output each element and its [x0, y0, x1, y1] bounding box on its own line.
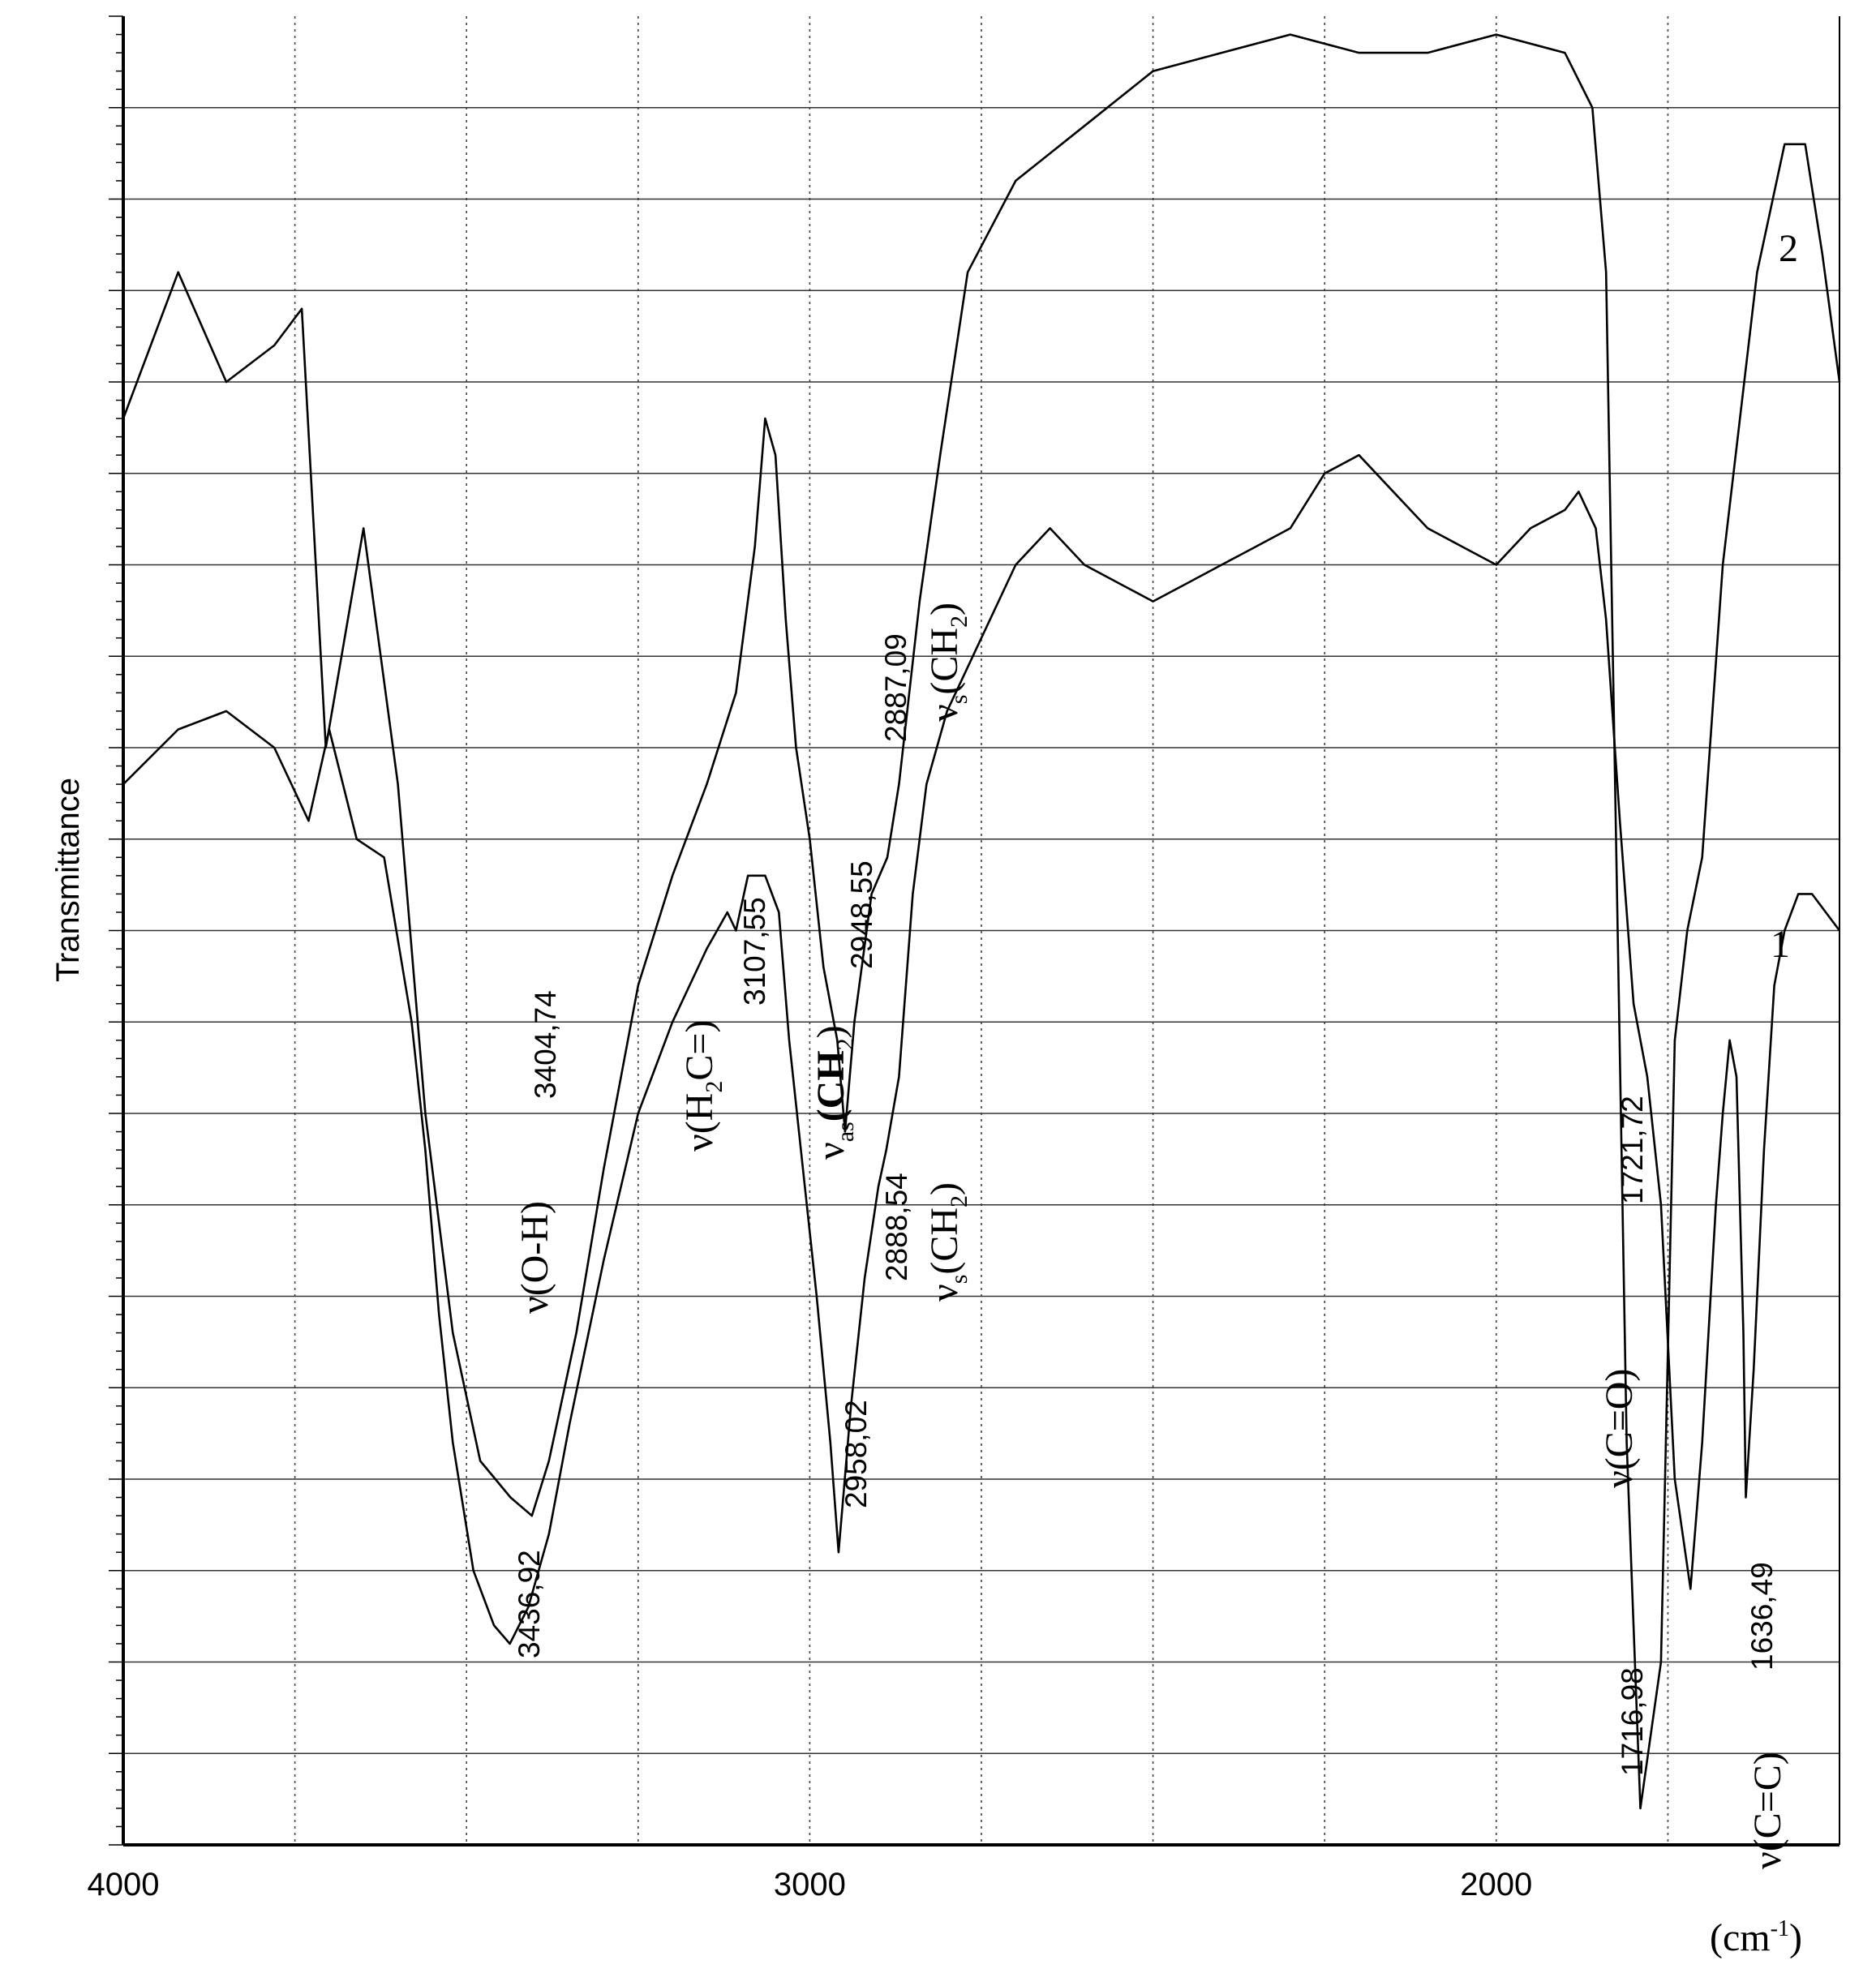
- v-h2c-sub: 2: [701, 1081, 728, 1093]
- grid-layer: [123, 16, 1840, 1845]
- v-as-2: 2: [832, 1038, 859, 1050]
- x-unit-sup: -1: [1771, 1916, 1789, 1941]
- series-curve-2: [122, 33, 1841, 1810]
- v-s1-nu: ν: [923, 1284, 966, 1302]
- v-s1-2: 2: [946, 1195, 972, 1207]
- band-label-v-co: ν(C=O): [1598, 1369, 1641, 1488]
- series-curve-1: [122, 453, 1841, 1645]
- v-s1-close: ): [923, 1182, 966, 1195]
- v-s1-ch: (CH: [923, 1207, 966, 1275]
- peak-label-3436-92: 3436,92: [513, 1550, 546, 1658]
- v-h2c-end: C=): [678, 1020, 721, 1081]
- x-tick-label-3000: 3000: [774, 1867, 846, 1902]
- band-label-v-as-ch2: νas(CH2): [809, 1025, 859, 1160]
- peak-label-1721-72: 1721,72: [1616, 1096, 1649, 1204]
- peak-label-2887-09: 2887,09: [879, 633, 912, 742]
- peak-label-1716-98: 1716,98: [1616, 1667, 1649, 1776]
- x-axis-unit: (cm-1): [1710, 1916, 1802, 1959]
- v-as-sub: as: [832, 1122, 859, 1142]
- v-s2-sub: s: [946, 695, 972, 705]
- peak-label-2888-54: 2888,54: [880, 1173, 913, 1281]
- x-unit-close: ): [1789, 1916, 1802, 1959]
- v-as-nu: ν: [809, 1142, 852, 1160]
- band-label-v-s-ch2-curve1: νs(CH2): [923, 1182, 972, 1302]
- peak-label-2958-02: 2958,02: [839, 1400, 873, 1508]
- peak-label-1636-49: 1636,49: [1745, 1562, 1779, 1671]
- v-s1-sub: s: [946, 1275, 972, 1285]
- v-s2-close: ): [923, 603, 966, 615]
- band-label-v-cc: ν(C=C): [1746, 1752, 1789, 1869]
- x-unit-base: (cm: [1710, 1916, 1771, 1959]
- v-h2c-main: ν(H: [678, 1093, 721, 1152]
- peak-label-3107-55: 3107,55: [738, 897, 771, 1006]
- y-axis-label: Transmittance: [50, 778, 86, 982]
- peak-label-2948-55: 2948,55: [845, 860, 878, 969]
- series-layer: [122, 33, 1841, 1810]
- band-label-v-h2c: ν(H2C=): [678, 1020, 728, 1152]
- curve-1-label: 1: [1771, 923, 1790, 966]
- x-tick-label-4000: 4000: [88, 1867, 160, 1902]
- tick-label-layer: 4000 3000 2000: [88, 1867, 1533, 1902]
- curve-2-label: 2: [1779, 227, 1798, 270]
- v-s2-nu: ν: [923, 704, 966, 722]
- peak-label-3404-74: 3404,74: [529, 990, 562, 1099]
- x-tick-label-2000: 2000: [1460, 1867, 1532, 1902]
- v-as-ch: (CH: [809, 1050, 852, 1122]
- band-label-v-s-ch2-curve2: νs(CH2): [923, 603, 972, 722]
- v-s2-ch: (CH: [923, 628, 966, 695]
- band-label-v-oh: ν(O-H): [513, 1201, 556, 1314]
- v-s2-2: 2: [946, 615, 972, 628]
- v-as-close: ): [809, 1025, 852, 1038]
